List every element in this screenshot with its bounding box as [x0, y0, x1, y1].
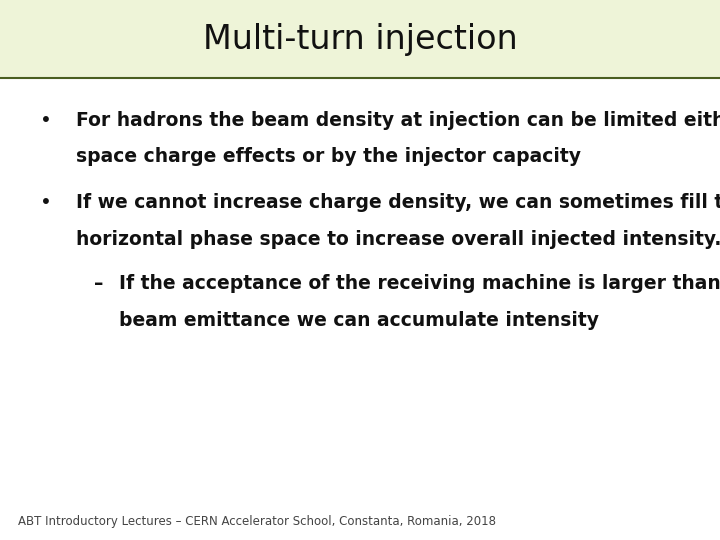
Text: •: •: [40, 111, 51, 130]
Text: Multi-turn injection: Multi-turn injection: [202, 23, 518, 56]
Text: –: –: [94, 274, 103, 293]
Text: For hadrons the beam density at injection can be limited either by: For hadrons the beam density at injectio…: [76, 111, 720, 130]
Text: space charge effects or by the injector capacity: space charge effects or by the injector …: [76, 147, 580, 166]
Bar: [0, 0, 720, 78]
Text: ABT Introductory Lectures – CERN Accelerator School, Constanta, Romania, 2018: ABT Introductory Lectures – CERN Acceler…: [18, 515, 496, 528]
Text: horizontal phase space to increase overall injected intensity.: horizontal phase space to increase overa…: [76, 230, 720, 249]
Text: beam emittance we can accumulate intensity: beam emittance we can accumulate intensi…: [119, 311, 599, 330]
Text: •: •: [40, 193, 51, 212]
Text: If we cannot increase charge density, we can sometimes fill the: If we cannot increase charge density, we…: [76, 193, 720, 212]
Text: If the acceptance of the receiving machine is larger than the delivered: If the acceptance of the receiving machi…: [119, 274, 720, 293]
